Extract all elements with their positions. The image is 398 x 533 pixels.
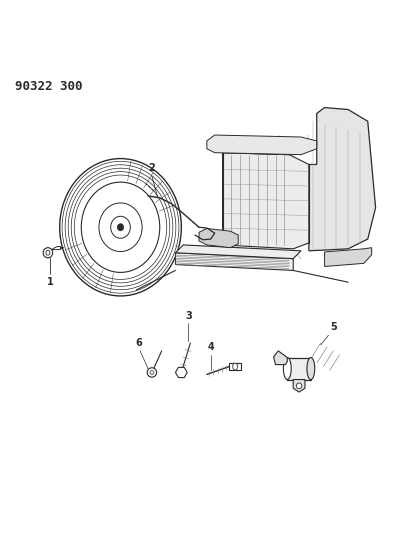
Ellipse shape: [99, 203, 142, 252]
Ellipse shape: [147, 368, 157, 377]
Polygon shape: [199, 229, 238, 248]
Polygon shape: [176, 245, 301, 259]
Ellipse shape: [233, 363, 238, 370]
Polygon shape: [176, 253, 293, 270]
Polygon shape: [52, 246, 60, 249]
Polygon shape: [229, 362, 241, 370]
Text: 4: 4: [207, 342, 214, 352]
Ellipse shape: [297, 383, 302, 389]
Text: 6: 6: [136, 338, 142, 348]
Polygon shape: [325, 248, 372, 266]
Ellipse shape: [46, 251, 50, 255]
Ellipse shape: [150, 370, 154, 374]
Polygon shape: [273, 351, 287, 365]
Ellipse shape: [283, 358, 291, 379]
Text: 1: 1: [47, 277, 53, 287]
Ellipse shape: [60, 159, 181, 296]
Ellipse shape: [307, 358, 315, 379]
Text: 5: 5: [330, 322, 337, 333]
Polygon shape: [293, 379, 305, 392]
Ellipse shape: [81, 182, 160, 272]
Text: 3: 3: [185, 311, 192, 321]
Ellipse shape: [111, 216, 130, 238]
Ellipse shape: [117, 224, 124, 231]
Ellipse shape: [43, 248, 53, 258]
Polygon shape: [287, 358, 311, 379]
Polygon shape: [309, 108, 376, 251]
Text: 2: 2: [148, 163, 155, 173]
Polygon shape: [222, 152, 309, 249]
Text: 90322 300: 90322 300: [15, 80, 82, 93]
Polygon shape: [207, 135, 317, 155]
